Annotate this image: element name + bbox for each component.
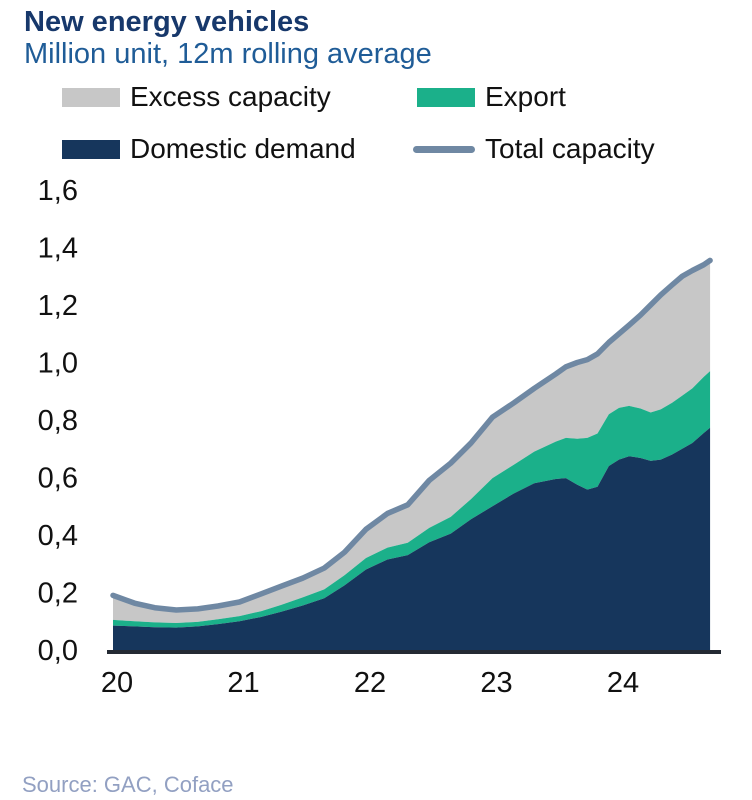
legend-item-export: Export <box>417 81 566 113</box>
legend-label: Export <box>485 81 566 112</box>
legend-item-total-capacity: Total capacity <box>413 133 655 165</box>
source-note: Source: GAC, Coface <box>22 772 234 797</box>
y-axis-tick-label: 0,0 <box>38 635 78 667</box>
y-axis-tick-label: 1,2 <box>38 290 78 322</box>
x-axis-tick-label: 23 <box>480 667 512 699</box>
y-axis-tick-label: 1,6 <box>38 175 78 207</box>
y-axis-tick-label: 1,0 <box>38 348 78 380</box>
x-axis-tick-label: 21 <box>227 667 259 699</box>
y-axis-tick-label: 0,6 <box>38 463 78 495</box>
x-axis-tick-label: 20 <box>101 667 133 699</box>
legend-label: Domestic demand <box>130 133 356 164</box>
total-capacity-line-swatch-icon <box>413 145 475 153</box>
y-axis-tick-label: 0,2 <box>38 578 78 610</box>
legend-label: Total capacity <box>485 133 655 164</box>
x-axis-tick-label: 24 <box>607 667 639 699</box>
x-axis-tick-label: 22 <box>354 667 386 699</box>
y-axis-tick-label: 0,4 <box>38 520 78 552</box>
legend-item-excess-capacity: Excess capacity <box>62 81 331 113</box>
y-axis-tick-label: 1,4 <box>38 233 78 265</box>
legend-label: Excess capacity <box>130 81 331 112</box>
chart-subtitle: Million unit, 12m rolling average <box>24 38 432 70</box>
y-axis-tick-label: 0,8 <box>38 405 78 437</box>
excess-capacity-swatch-icon <box>62 87 120 107</box>
chart-title: New energy vehicles <box>24 6 310 38</box>
legend-item-domestic-demand: Domestic demand <box>62 133 356 165</box>
domestic-demand-swatch-icon <box>62 139 120 159</box>
export-swatch-icon <box>417 87 475 107</box>
